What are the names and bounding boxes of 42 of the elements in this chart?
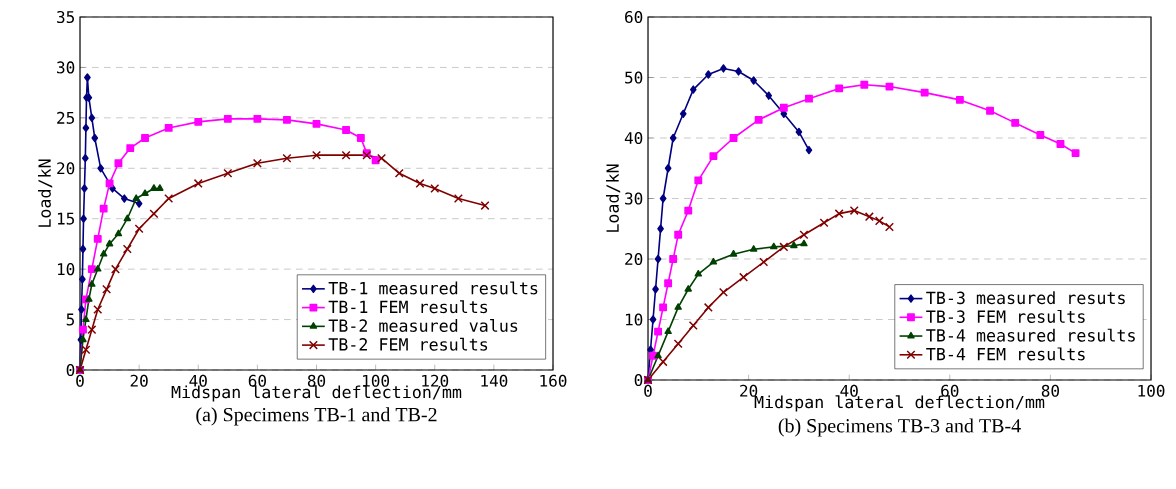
y-tick-label: 10 bbox=[57, 263, 75, 276]
y-tick-label: 30 bbox=[57, 61, 75, 74]
y-tick-label: 0 bbox=[66, 363, 75, 377]
legend-label: TB-2 FEM results bbox=[328, 337, 488, 351]
legend-label: TB-3 FEM results bbox=[926, 309, 1085, 323]
y-tick-label: 20 bbox=[57, 162, 75, 175]
legend-label: TB-1 FEM results bbox=[328, 300, 488, 314]
x-tick-label: 80 bbox=[1041, 384, 1060, 397]
text: (a) Specimens TB-1 and TB-2 bbox=[196, 407, 437, 426]
x-tick-label: 40 bbox=[189, 374, 207, 387]
x-tick-label: 60 bbox=[248, 374, 266, 387]
y-tick-label: 60 bbox=[625, 10, 643, 24]
legend-label: TB-4 measured results bbox=[926, 328, 1135, 342]
y-tick-label: 25 bbox=[57, 111, 74, 124]
x-tick-label: 0 bbox=[76, 374, 84, 387]
legend-label: TB-1 measured results bbox=[328, 281, 538, 295]
x-tick-label: 100 bbox=[1138, 384, 1165, 397]
x-tick-label: 20 bbox=[740, 384, 758, 397]
x-tick-label: 60 bbox=[941, 384, 959, 397]
legend-label: TB-3 measured resuts bbox=[926, 291, 1125, 305]
x-tick-label: 40 bbox=[840, 384, 858, 397]
y-tick-label: 30 bbox=[625, 192, 643, 205]
y-tick-label: 15 bbox=[57, 212, 74, 225]
x-axis-title: Midspan lateral deflection/mm bbox=[754, 395, 1045, 412]
x-tick-label: 120 bbox=[422, 374, 449, 387]
x-tick-label: 160 bbox=[540, 374, 567, 387]
text: (b) Specimens TB-3 and TB-4 bbox=[778, 418, 1021, 437]
y-tick-label: 35 bbox=[57, 10, 74, 24]
y-tick-label: 10 bbox=[625, 313, 643, 326]
y-tick-label: 5 bbox=[66, 313, 74, 326]
x-tick-label: 80 bbox=[307, 374, 326, 387]
y-tick-label: 50 bbox=[625, 71, 643, 84]
x-tick-label: 20 bbox=[130, 374, 148, 387]
x-tick-label: 100 bbox=[363, 374, 390, 387]
x-tick-label: 0 bbox=[644, 384, 652, 397]
y-axis-title: Load/kN bbox=[605, 164, 621, 232]
legend-label: TB-2 measured valus bbox=[328, 318, 518, 332]
y-axis-title: Load/kN bbox=[37, 159, 53, 227]
y-tick-label: 40 bbox=[624, 131, 643, 145]
x-tick-label: 140 bbox=[481, 374, 508, 387]
y-tick-label: 20 bbox=[625, 252, 643, 266]
legend-label: TB-4 FEM results bbox=[926, 347, 1085, 361]
